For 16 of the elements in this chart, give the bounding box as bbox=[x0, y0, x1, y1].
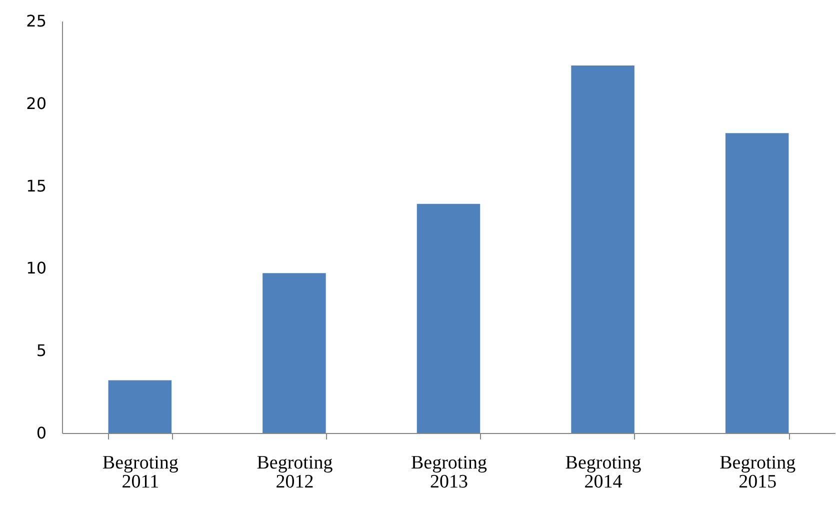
y-tick-label: 20 bbox=[26, 94, 46, 113]
y-tick-label: 0 bbox=[36, 424, 46, 442]
bar bbox=[108, 380, 172, 433]
bar bbox=[571, 65, 634, 433]
x-tick-label: Begroting 2011 bbox=[102, 452, 179, 492]
x-tick-label: Begroting 2014 bbox=[565, 452, 642, 492]
x-tick-label: Begroting 2012 bbox=[256, 452, 334, 492]
y-tick-label: 25 bbox=[26, 12, 46, 30]
bar bbox=[725, 133, 789, 433]
y-tick-label: 5 bbox=[36, 341, 46, 360]
y-tick-label: 10 bbox=[26, 258, 46, 278]
bar bbox=[416, 204, 480, 433]
y-tick-label: 15 bbox=[26, 176, 46, 196]
x-tick-label: Begroting 2013 bbox=[411, 452, 488, 492]
x-tick-label: Begroting 2015 bbox=[720, 452, 796, 492]
bar bbox=[262, 273, 326, 433]
